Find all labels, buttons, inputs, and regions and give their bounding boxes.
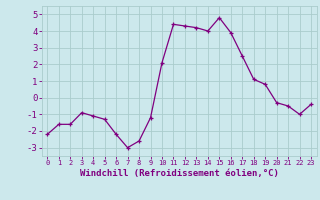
X-axis label: Windchill (Refroidissement éolien,°C): Windchill (Refroidissement éolien,°C) [80,169,279,178]
